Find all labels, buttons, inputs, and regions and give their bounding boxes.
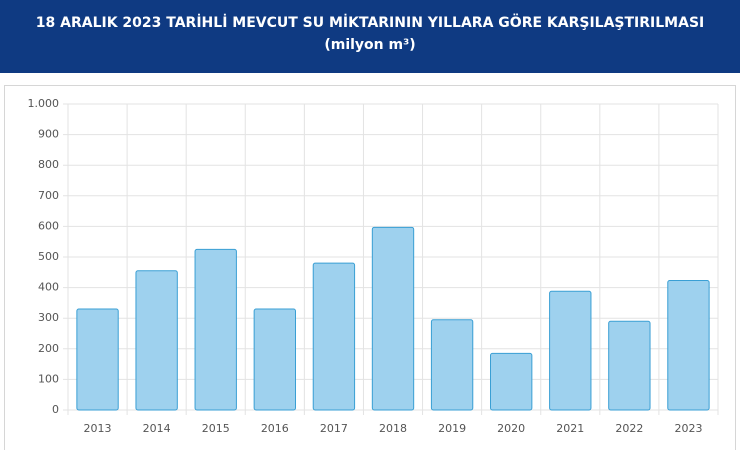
y-tick-label: 500 xyxy=(38,250,59,263)
bar xyxy=(253,308,297,411)
y-tick-label: 600 xyxy=(38,219,59,232)
bar xyxy=(312,262,356,411)
x-tick-label: 2015 xyxy=(202,422,230,435)
x-tick-label: 2019 xyxy=(438,422,466,435)
y-tick-label: 100 xyxy=(38,372,59,385)
bar xyxy=(194,248,237,411)
x-tick-label: 2017 xyxy=(320,422,348,435)
bar xyxy=(490,352,533,411)
bar xyxy=(608,320,651,411)
bar xyxy=(371,226,415,411)
x-tick-label: 2016 xyxy=(261,422,289,435)
y-tick-label: 400 xyxy=(38,281,59,294)
bar xyxy=(135,270,178,411)
x-tick-label: 2018 xyxy=(379,422,407,435)
bar xyxy=(430,319,474,411)
bar xyxy=(667,280,710,411)
x-tick-label: 2013 xyxy=(84,422,112,435)
x-tick-label: 2023 xyxy=(674,422,702,435)
y-tick-label: 300 xyxy=(38,311,59,324)
y-tick-label: 700 xyxy=(38,189,59,202)
bar xyxy=(76,308,119,411)
chart-title: 18 ARALIK 2023 TARİHLİ MEVCUT SU MİKTARI… xyxy=(0,0,740,73)
y-tick-label: 0 xyxy=(52,403,59,416)
chart: 0 100 200 300 400 500 600 700 800 900 1.000 2013 201… xyxy=(4,85,736,450)
x-tick-label: 2020 xyxy=(497,422,525,435)
y-tick-label: 1.000 xyxy=(28,97,60,110)
x-tick-label: 2022 xyxy=(615,422,643,435)
y-tick-label: 900 xyxy=(38,128,59,141)
bar xyxy=(549,290,592,411)
x-tick-label: 2021 xyxy=(556,422,584,435)
y-tick-label: 200 xyxy=(38,342,59,355)
y-tick-label: 800 xyxy=(38,158,59,171)
x-tick-label: 2014 xyxy=(143,422,171,435)
